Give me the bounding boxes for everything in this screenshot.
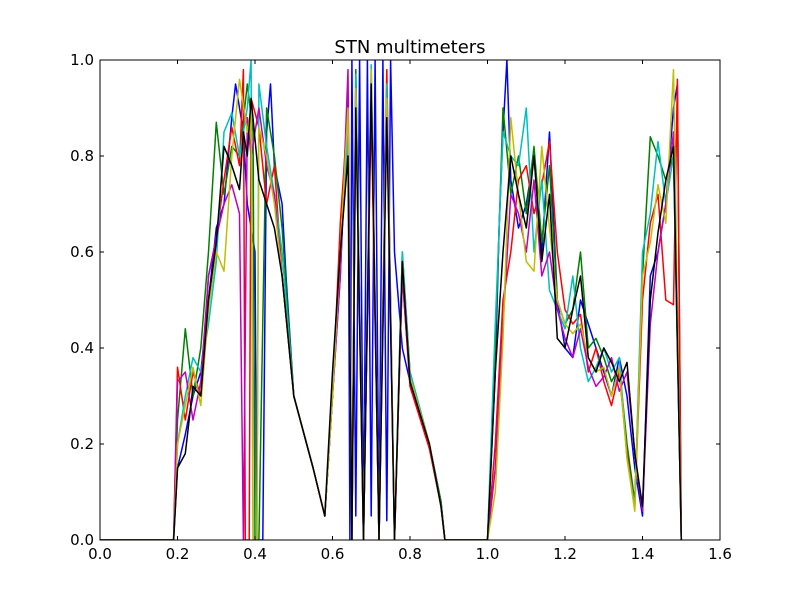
series-line-7 xyxy=(100,83,683,540)
x-tick-label: 0.4 xyxy=(243,545,267,563)
x-tick-label: 0.8 xyxy=(398,545,422,563)
x-tick-label: 0.2 xyxy=(166,545,190,563)
x-tick-label: 1.6 xyxy=(708,545,732,563)
y-tick-label: 1.0 xyxy=(70,51,94,69)
x-tick-label: 1.0 xyxy=(476,545,500,563)
chart-title: STN multimeters xyxy=(334,37,485,58)
series-line-6 xyxy=(100,68,683,540)
y-tick-label: 0.6 xyxy=(70,243,94,261)
x-tick-label: 0.6 xyxy=(321,545,345,563)
series-layer xyxy=(100,60,683,540)
x-tick-label: 0.0 xyxy=(88,545,112,563)
x-tick-label: 1.2 xyxy=(553,545,577,563)
y-tick-label: 0.0 xyxy=(70,531,94,549)
y-tick-label: 0.4 xyxy=(70,339,94,357)
x-tick-label: 1.4 xyxy=(631,545,655,563)
y-tick-label: 0.8 xyxy=(70,147,94,165)
y-tick-label: 0.2 xyxy=(70,435,94,453)
ticks-layer: 0.0 0.2 0.4 0.6 0.8 1.0 1.2 1.4 1.6 0.0 0.2 0.4 0.6 0… xyxy=(70,51,732,563)
